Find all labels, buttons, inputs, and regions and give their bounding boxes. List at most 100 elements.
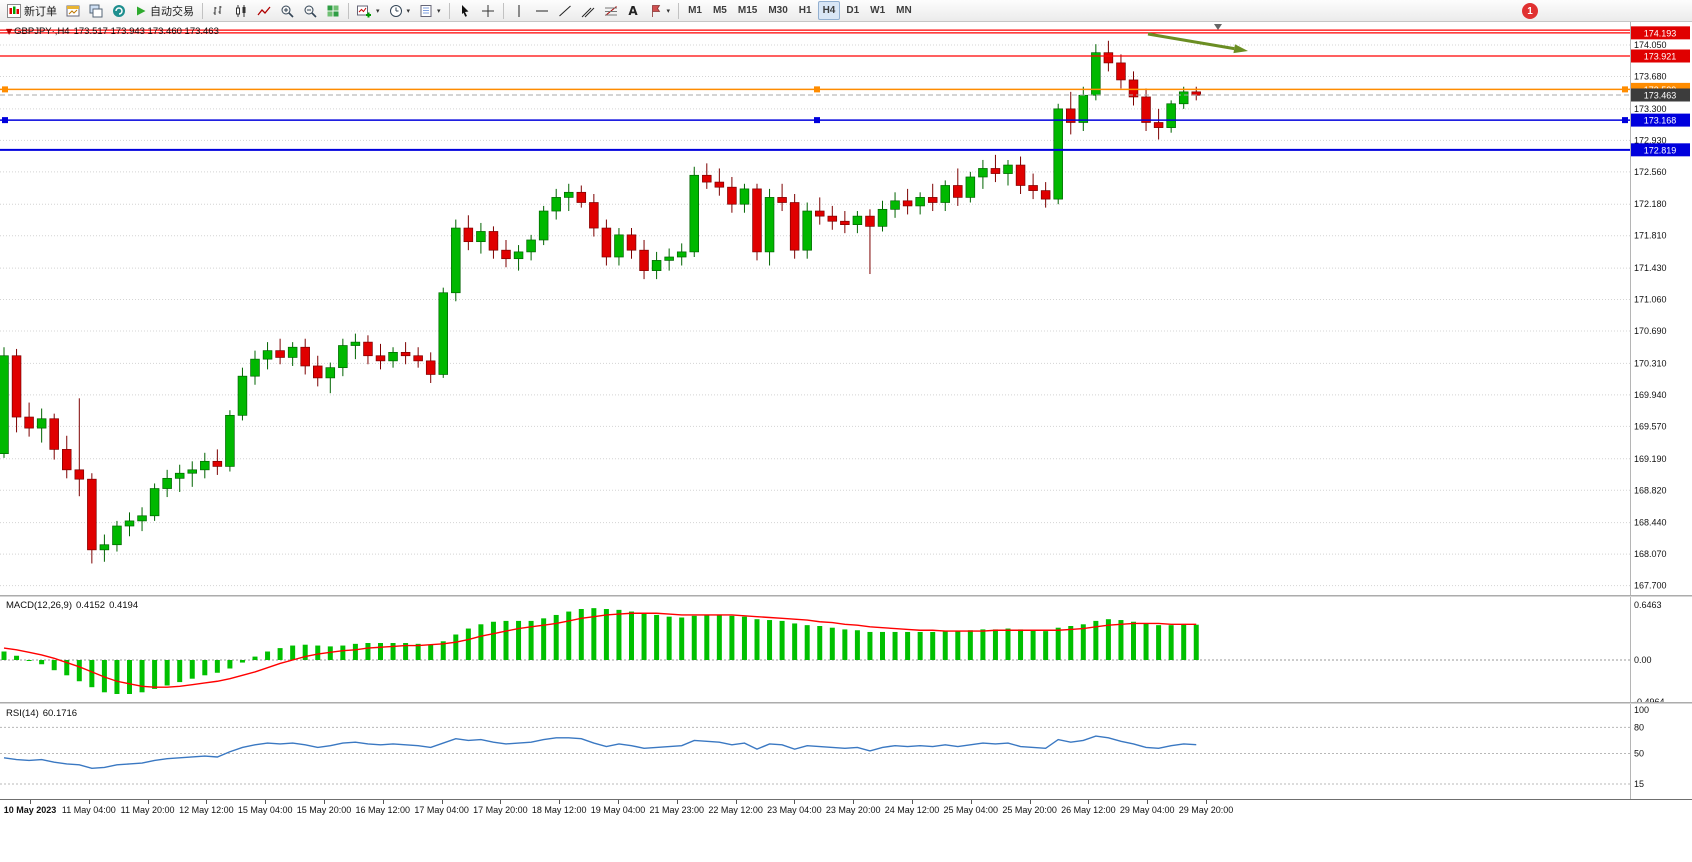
svg-text:174.193: 174.193 [1644, 28, 1677, 38]
notification-badge[interactable]: 1 [1522, 3, 1538, 19]
timeframe-m5-button[interactable]: M5 [712, 5, 727, 16]
time-label: 29 May 20:00 [1178, 805, 1234, 815]
macd-signal-line [3, 612, 1197, 688]
new-order-label: 新订单 [24, 5, 57, 18]
arrow-objects-button[interactable]: ▾ [645, 1, 675, 20]
time-label: 25 May 04:00 [943, 805, 999, 815]
time-label: 10 May 2023 [3, 805, 57, 815]
timeframe-mn-button[interactable]: MN [896, 5, 912, 16]
svg-text:171.810: 171.810 [1634, 231, 1667, 241]
price-chart[interactable]: 174.050 173.680 173.300 172.930 172.560 172.1… [0, 22, 1692, 596]
svg-text:0.6463: 0.6463 [1634, 600, 1662, 610]
vertical-line-icon [518, 4, 520, 17]
dropdown-caret-icon: ▾ [406, 6, 411, 15]
svg-text:171.060: 171.060 [1634, 295, 1667, 305]
time-tick [324, 800, 325, 804]
svg-text:173.680: 173.680 [1634, 72, 1667, 82]
timeframe-m15-button[interactable]: M15 [737, 5, 758, 16]
chart-window-button[interactable] [62, 1, 84, 20]
macd-panel[interactable]: 0.6463 0.00 -0.4964 [0, 597, 1692, 703]
timeframe-group: M1 M5 M15 M30 H1 H4 D1 W1 MN [683, 1, 917, 20]
new-order-icon [7, 3, 21, 18]
svg-text:169.940: 169.940 [1634, 390, 1667, 400]
time-tick [30, 800, 31, 804]
time-tick [265, 800, 267, 804]
channel-tool-button[interactable] [577, 1, 599, 20]
toolbar: 新订单 自动交易 ▾ ▾ ▾ [0, 0, 1692, 22]
macd-histogram [1, 608, 1199, 694]
bar-chart-button[interactable] [207, 1, 229, 20]
line-chart-button[interactable] [253, 1, 275, 20]
candlestick-chart-icon [236, 4, 246, 17]
zoom-in-button[interactable] [276, 1, 298, 20]
timeframe-w1-button[interactable]: W1 [870, 5, 886, 16]
time-tick [500, 800, 502, 804]
time-tick [1088, 800, 1090, 804]
toolbar-separator [202, 2, 203, 19]
autotrading-play-icon [137, 6, 146, 15]
rsi-line [3, 735, 1197, 769]
timeframe-h4-button[interactable]: H4 [817, 1, 841, 20]
zoom-out-button[interactable] [299, 1, 321, 20]
time-tick [1147, 800, 1149, 804]
trendline-tool-button[interactable] [554, 1, 576, 20]
candlestick-chart-button[interactable] [230, 1, 252, 20]
clock-icon [389, 4, 402, 17]
text-tool-button[interactable]: A [623, 1, 644, 20]
fibonacci-tool-button[interactable] [600, 1, 622, 20]
tile-windows-button[interactable] [322, 1, 344, 20]
time-label: 29 May 04:00 [1119, 805, 1175, 815]
rsi-panel[interactable]: 100 80 50 15 [0, 704, 1692, 799]
time-tick [970, 800, 972, 804]
new-order-button[interactable]: 新订单 [3, 1, 61, 20]
time-label: 17 May 04:00 [414, 805, 469, 815]
quotes-button[interactable] [108, 1, 130, 20]
time-tick [382, 800, 384, 804]
time-label: 18 May 12:00 [531, 805, 587, 815]
time-tick [88, 800, 90, 804]
tile-windows-icon [327, 5, 339, 16]
time-label: 15 May 04:00 [237, 805, 293, 815]
svg-text:172.560: 172.560 [1634, 167, 1667, 177]
timeframe-d1-button[interactable]: D1 [846, 5, 860, 16]
horizontal-line-tool-button[interactable] [531, 1, 553, 20]
time-label: 17 May 20:00 [473, 805, 528, 815]
svg-text:173.921: 173.921 [1644, 52, 1677, 62]
zoom-in-icon [281, 5, 294, 18]
horizontal-line-icon [535, 10, 548, 11]
zoom-out-icon [304, 5, 317, 18]
periods-dropdown-button[interactable]: ▾ [385, 1, 415, 20]
price-axis[interactable] [1630, 22, 1692, 799]
svg-text:174.050: 174.050 [1634, 40, 1667, 50]
time-label: 26 May 12:00 [1061, 805, 1116, 815]
toolbar-separator [502, 2, 504, 19]
indicators-dropdown-button[interactable]: ▾ [353, 1, 384, 20]
panel-separator[interactable] [0, 702, 1692, 704]
svg-text:168.820: 168.820 [1634, 485, 1667, 495]
equidistant-channel-icon [581, 7, 594, 17]
timeframe-m1-button[interactable]: M1 [688, 5, 702, 16]
panel-separator[interactable] [0, 595, 1692, 597]
time-axis[interactable]: 10 May 2023 11 May 04:00 11 May 20:00 12 Ma… [0, 799, 1692, 823]
templates-dropdown-button[interactable]: ▾ [415, 1, 445, 20]
cursor-icon [461, 4, 469, 17]
crosshair-tool-button[interactable] [477, 1, 499, 20]
profiles-button[interactable] [85, 1, 107, 20]
timeframe-m30-button[interactable]: M30 [768, 5, 788, 16]
timeframe-h1-button[interactable]: H1 [798, 5, 812, 16]
cursor-tool-button[interactable] [454, 1, 476, 20]
time-label: 19 May 04:00 [590, 805, 646, 815]
dropdown-caret-icon: ▾ [376, 6, 380, 15]
time-label: 15 May 20:00 [296, 805, 352, 815]
quotes-icon [113, 4, 125, 17]
toolbar-separator [678, 2, 680, 19]
auto-trading-button[interactable]: 自动交易 [131, 1, 198, 20]
svg-text:170.310: 170.310 [1634, 358, 1667, 368]
svg-text:100: 100 [1634, 705, 1649, 715]
time-tick [1206, 800, 1207, 804]
grid-layer [0, 44, 1630, 587]
vertical-line-tool-button[interactable] [508, 1, 530, 20]
label-flag-icon [651, 4, 660, 17]
chart-workspace: 174.050 173.680 173.300 172.930 172.560 172.1… [0, 22, 1692, 862]
